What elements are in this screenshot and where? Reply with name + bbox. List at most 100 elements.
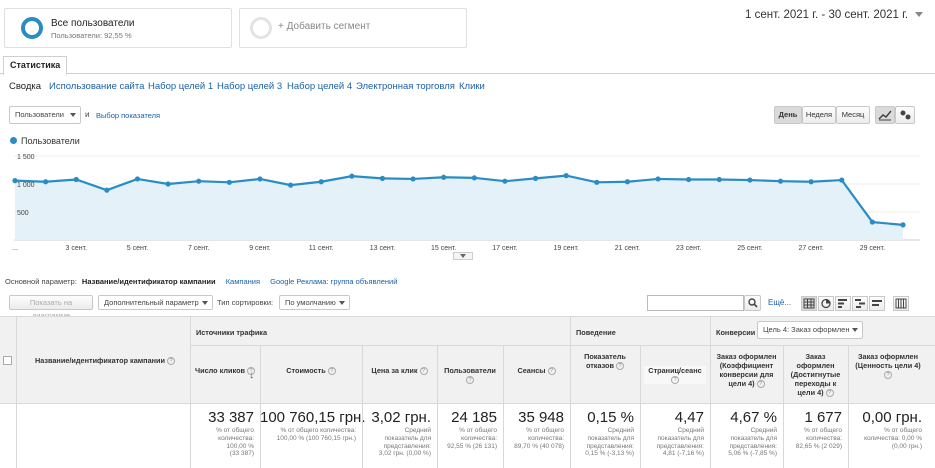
search-icon[interactable] — [744, 295, 761, 311]
add-segment-card[interactable]: + Добавить сегмент — [239, 8, 467, 48]
data-point[interactable] — [716, 176, 722, 183]
help-icon[interactable]: ? — [884, 371, 892, 380]
dimension-ad-group-link[interactable]: Google Реклама: группа объявлений — [270, 277, 398, 286]
column-header-2[interactable]: Цена за клик ? — [366, 366, 433, 376]
date-range-picker[interactable]: 1 сент. 2021 г. - 30 сент. 2021 г. — [745, 9, 924, 21]
help-icon[interactable]: ? — [466, 376, 474, 385]
performance-view-icon[interactable] — [835, 296, 851, 311]
data-point[interactable] — [287, 182, 294, 188]
more-link[interactable]: Ещё... — [768, 298, 792, 307]
data-point[interactable] — [318, 179, 324, 185]
help-icon[interactable]: ? — [247, 367, 256, 376]
and-label: и — [85, 110, 90, 119]
help-icon[interactable]: ? — [616, 362, 625, 371]
subnav-goal-set-3[interactable]: Набор целей 3 — [217, 81, 283, 92]
x-tick-label: 25 сент. — [737, 245, 762, 252]
data-point[interactable] — [134, 176, 141, 182]
month-button[interactable]: Месяц — [836, 106, 870, 124]
help-icon[interactable]: ? — [167, 357, 176, 366]
day-button[interactable]: День — [774, 106, 802, 124]
chart-resize-handle[interactable] — [453, 252, 473, 260]
help-icon[interactable]: ? — [756, 380, 765, 389]
subnav-overview[interactable]: Сводка — [9, 81, 42, 92]
comparison-view-icon[interactable] — [852, 296, 868, 311]
data-point[interactable] — [349, 173, 355, 179]
column-header-6[interactable]: Страниц/сеанс ? — [644, 366, 706, 385]
help-icon[interactable]: ? — [825, 389, 834, 398]
choose-metric-link[interactable]: Выбор показателя — [96, 111, 161, 120]
data-point[interactable] — [808, 179, 814, 185]
segment-ring-icon — [21, 17, 43, 39]
line-chart-icon[interactable] — [875, 106, 895, 124]
data-point[interactable] — [777, 178, 784, 184]
pivot-view-icon[interactable] — [893, 296, 909, 311]
week-button[interactable]: Неделя — [802, 106, 836, 124]
goal-select[interactable]: Цель 4: Заказ оформлен — [757, 321, 863, 339]
show-on-chart-button[interactable]: Показать на диаграмме — [9, 295, 93, 320]
column-header-1[interactable]: Стоимость ? — [264, 366, 358, 376]
help-icon[interactable]: ? — [327, 367, 336, 376]
term-cloud-icon[interactable] — [869, 296, 885, 311]
subnav-goal-set-1[interactable]: Набор целей 1 — [148, 81, 214, 92]
subnav-clicks[interactable]: Клики — [459, 81, 485, 92]
total-value-7: 4,67 % — [730, 409, 777, 426]
date-range-text: 1 сент. 2021 г. - 30 сент. 2021 г. — [745, 9, 909, 21]
motion-chart-icon[interactable] — [895, 106, 915, 124]
table-search-input[interactable] — [647, 295, 744, 311]
help-icon[interactable]: ? — [419, 367, 428, 376]
data-point[interactable] — [471, 175, 477, 181]
column-header-0[interactable]: Число кликов ? — [194, 366, 256, 376]
tab-statistics[interactable]: Статистика — [3, 56, 68, 75]
subnav-site-usage[interactable]: Использование сайта — [49, 81, 145, 92]
data-point[interactable] — [104, 187, 110, 193]
select-all-checkbox[interactable] — [3, 356, 12, 365]
pie-view-icon[interactable] — [818, 296, 834, 311]
data-point[interactable] — [196, 178, 202, 184]
table-view-icon[interactable] — [801, 296, 817, 311]
metric-select[interactable]: Пользователи — [9, 106, 81, 124]
help-icon[interactable]: ? — [671, 376, 679, 385]
data-point[interactable] — [502, 178, 508, 184]
y-tick-label: 500 — [17, 210, 29, 217]
data-point[interactable] — [686, 176, 692, 183]
data-point[interactable] — [73, 176, 79, 183]
segment-all-users[interactable]: Все пользователи Пользователи: 92,55 % — [4, 8, 232, 48]
data-point[interactable] — [441, 174, 447, 180]
subtext-line: Средний — [607, 427, 634, 434]
x-tick-label: 19 сент. — [553, 245, 578, 252]
data-point[interactable] — [410, 176, 416, 182]
data-point[interactable] — [839, 177, 845, 183]
subnav-ecommerce[interactable]: Электронная торговля — [356, 81, 455, 92]
data-point[interactable] — [43, 179, 49, 185]
series-line — [14, 174, 904, 226]
data-point[interactable] — [379, 175, 386, 181]
subnav-goal-set-4[interactable]: Набор целей 4 — [287, 81, 353, 92]
sort-arrow-icon[interactable]: ↓ — [249, 370, 254, 381]
sort-type-select[interactable]: По умолчанию — [279, 295, 350, 310]
data-point[interactable] — [594, 179, 600, 185]
data-point[interactable] — [226, 179, 232, 185]
data-point[interactable] — [165, 181, 171, 187]
data-point[interactable] — [12, 178, 18, 184]
column-header-9[interactable]: Заказ оформлен (Ценность цели 4) ? — [852, 352, 924, 380]
column-header-8[interactable]: Заказ оформлен (Достигнутые переходы к ц… — [787, 352, 844, 398]
data-point[interactable] — [257, 176, 263, 182]
data-point[interactable] — [747, 177, 753, 183]
data-point[interactable] — [869, 219, 875, 225]
data-point[interactable] — [655, 176, 661, 182]
dimension-column-header[interactable]: Название/идентификатор кампании ? — [22, 356, 188, 366]
secondary-dimension-select[interactable]: Дополнительный параметр — [98, 295, 213, 310]
column-header-5[interactable]: Показатель отказов ? — [574, 352, 636, 371]
column-header-7[interactable]: Заказ оформлен (Коэффициент конверсии дл… — [714, 352, 779, 389]
data-point[interactable] — [624, 179, 631, 185]
column-header-4[interactable]: Сеансы ? — [507, 366, 566, 376]
column-header-3[interactable]: Пользователи ? — [441, 366, 499, 385]
data-point[interactable] — [563, 173, 569, 179]
dimension-campaign-link[interactable]: Кампания — [225, 277, 261, 286]
help-icon[interactable]: ? — [547, 367, 556, 376]
data-point[interactable] — [532, 175, 539, 181]
data-point[interactable] — [900, 222, 906, 228]
column-header-label: Показатель отказов — [584, 352, 626, 370]
segment-subtitle: Пользователи: 92,55 % — [51, 31, 132, 40]
column-header-label: Цена за клик — [371, 366, 418, 375]
